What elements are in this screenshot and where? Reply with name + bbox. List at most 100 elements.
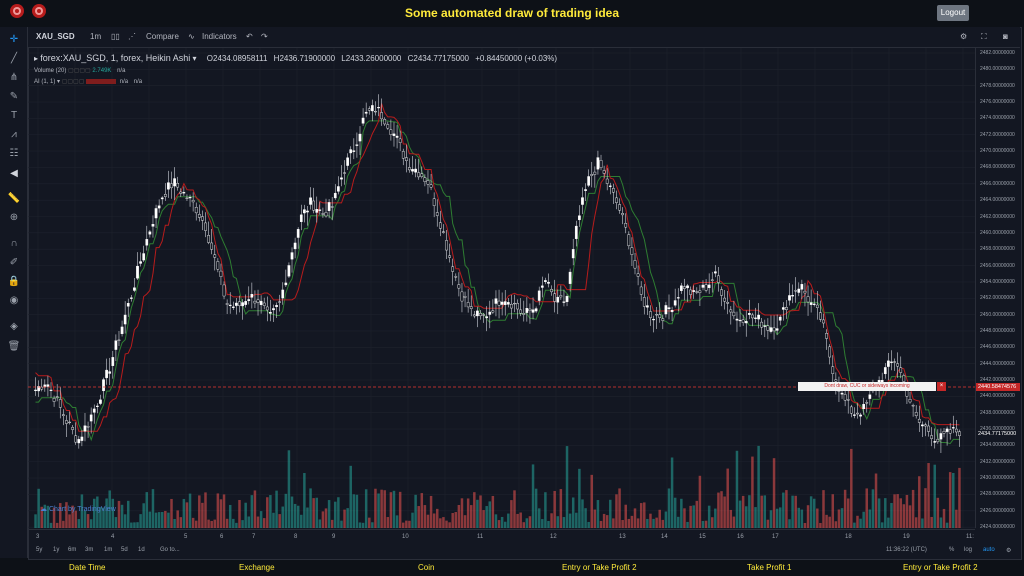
compare-icon[interactable]: ⋰ — [128, 32, 136, 41]
candle — [849, 406, 853, 414]
volume-bar — [432, 513, 436, 528]
interval-button[interactable]: 1m — [90, 32, 102, 41]
volume-bar — [96, 496, 99, 528]
volume-bar — [677, 516, 680, 528]
fullscreen-icon[interactable]: ⛶ — [981, 32, 987, 41]
candle — [534, 308, 538, 312]
time-axis[interactable]: 3 4 5 6 7 8 9 10 11 12 13 14 15 16 17 18… — [28, 529, 975, 544]
volume-bar — [571, 497, 575, 528]
candle — [287, 265, 291, 277]
lock-drawing-icon[interactable]: ✐ — [9, 257, 19, 268]
volume-bar — [179, 517, 183, 528]
price-chart[interactable] — [28, 48, 975, 528]
eye-icon[interactable]: ◉ — [9, 295, 19, 306]
volume-bar — [235, 522, 238, 528]
undo-icon[interactable]: ↶ — [246, 32, 253, 41]
range-1d[interactable]: 1d — [138, 547, 145, 553]
volume-bar — [550, 513, 553, 528]
candle — [482, 314, 485, 316]
volume-bar — [439, 518, 442, 528]
candle — [744, 321, 748, 324]
redo-icon[interactable]: ↷ — [261, 32, 268, 41]
settings-icon[interactable]: ⚙ — [960, 32, 968, 41]
text-icon[interactable]: T — [10, 110, 18, 121]
prediction-icon[interactable]: ☷ — [9, 148, 19, 159]
candle — [751, 314, 754, 319]
volume-bar — [559, 489, 563, 528]
volume-bar — [287, 450, 291, 528]
price-axis[interactable]: 2482.00000000 2480.00000000 2478.00000000 2… — [975, 48, 1021, 530]
high-value: H2436.71900000 — [273, 54, 336, 63]
chart-style-icon[interactable]: ▯▯ — [111, 32, 120, 41]
volume-bar — [732, 516, 736, 528]
symbol-search-button[interactable]: XAU_SGD — [36, 32, 75, 41]
indicator-controls-icon[interactable]: ▢▢▢▢ — [61, 79, 85, 85]
back-arrow-icon[interactable]: ◀ — [10, 168, 18, 179]
candle — [754, 317, 757, 319]
candle — [689, 289, 692, 295]
logout-button[interactable]: Logout — [937, 5, 969, 21]
range-1m[interactable]: 1m — [104, 547, 113, 553]
log-toggle[interactable]: log — [964, 547, 973, 553]
range-6m[interactable]: 6m — [68, 547, 77, 553]
range-1y[interactable]: 1y — [53, 547, 60, 553]
annotation-close-button[interactable]: × — [937, 382, 946, 391]
range-5y[interactable]: 5y — [36, 547, 43, 553]
range-5d[interactable]: 5d — [121, 547, 128, 553]
candle — [859, 414, 862, 417]
goto-button[interactable]: Go to... — [160, 547, 180, 553]
pitchfork-icon[interactable]: ⋔ — [9, 72, 19, 83]
volume-bar — [278, 514, 281, 528]
candle — [213, 254, 217, 258]
layers-icon[interactable]: ◈ — [10, 321, 18, 332]
indicators-icon[interactable]: ∿ — [188, 32, 195, 41]
volume-bar — [389, 492, 393, 528]
trading-idea-annotation[interactable]: Dont draw, CUC or sideways incoming — [798, 382, 936, 391]
volume-bar — [324, 508, 328, 528]
candle — [800, 284, 804, 290]
range-3m[interactable]: 3m — [85, 547, 94, 553]
candle — [602, 170, 606, 174]
trendline-icon[interactable]: ╱ — [10, 53, 18, 64]
zoom-in-icon[interactable]: ⊕ — [9, 212, 19, 223]
collapse-chevron-icon[interactable]: ▸ — [34, 54, 39, 63]
candle — [352, 150, 356, 152]
time-tick: 18 — [845, 534, 852, 540]
volume-bar — [782, 492, 785, 528]
clock-display[interactable]: 11:36:22 (UTC) — [886, 547, 927, 553]
auto-toggle[interactable]: auto — [983, 547, 995, 553]
crosshair-icon[interactable]: ✛ — [9, 34, 19, 45]
volume-bar — [136, 522, 139, 528]
indicators-button[interactable]: Indicators — [202, 32, 237, 41]
lock-icon[interactable]: 🔒 — [7, 276, 21, 287]
volume-bar — [108, 490, 111, 528]
indicator-controls-icon[interactable]: ▢▢▢▢ — [68, 68, 91, 74]
volume-bar — [720, 491, 723, 528]
brush-icon[interactable]: ✎ — [9, 91, 19, 102]
volume-bar — [911, 489, 915, 528]
candle — [92, 408, 96, 413]
volume-bar — [723, 496, 726, 528]
volume-bar — [519, 512, 522, 528]
volume-bar — [788, 519, 791, 528]
candle — [652, 318, 655, 321]
magnet-icon[interactable]: ∩ — [10, 238, 18, 249]
candle — [503, 301, 507, 305]
ruler-icon[interactable]: 📏 — [7, 193, 21, 204]
pattern-icon[interactable]: ⩘ — [11, 129, 17, 140]
camera-icon[interactable]: ◙ — [1003, 32, 1008, 41]
tradingview-watermark[interactable]: ☁ Chart by TradingView — [40, 505, 116, 513]
candle — [559, 295, 563, 298]
volume-bar — [259, 511, 263, 528]
compare-button[interactable]: Compare — [146, 32, 179, 41]
trash-icon[interactable]: 🗑 — [7, 341, 21, 352]
volume-bar — [451, 513, 454, 528]
candle — [621, 213, 624, 216]
percent-toggle[interactable]: % — [949, 547, 955, 553]
volume-bar — [701, 520, 705, 528]
settings-small-icon[interactable]: ⚙ — [1006, 548, 1012, 554]
volume-bar — [775, 508, 779, 528]
volume-bar — [300, 514, 303, 528]
volume-bar — [210, 520, 213, 528]
candle — [411, 169, 414, 172]
